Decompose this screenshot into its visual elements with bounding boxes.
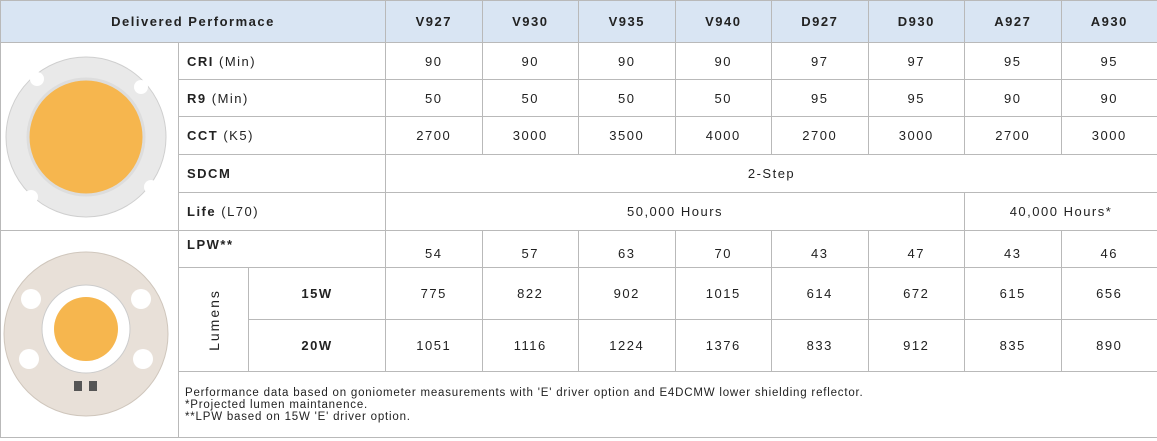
value-cell: 1116	[482, 320, 579, 372]
value-cell: 822	[482, 268, 579, 320]
value-cell: 615	[965, 268, 1062, 320]
value-cell: 46	[1061, 231, 1157, 268]
footnote: **LPW based on 15W 'E' driver option.	[185, 411, 1157, 423]
row-label: LPW**	[179, 231, 386, 268]
value-cell: 63	[579, 231, 676, 268]
value-cell: 890	[1061, 320, 1157, 372]
value-cell: 2700	[965, 117, 1062, 155]
value-cell: 833	[772, 320, 869, 372]
value-cell: 2700	[386, 117, 483, 155]
footnote: Performance data based on goniometer mea…	[185, 387, 1157, 399]
label-name: Life	[187, 204, 216, 219]
value-cell: 3500	[579, 117, 676, 155]
value-cell: 2700	[772, 117, 869, 155]
label-name: CRI	[187, 54, 214, 69]
value-cell: 3000	[868, 117, 965, 155]
value-cell: 835	[965, 320, 1062, 372]
column-header: V927	[386, 1, 483, 43]
value-cell: 90	[1061, 80, 1157, 117]
value-cell: 614	[772, 268, 869, 320]
led-image-top	[1, 47, 171, 227]
value-cell: 3000	[1061, 117, 1157, 155]
label-qualifier: (Min)	[219, 54, 256, 69]
row-label: CRI (Min)	[179, 43, 386, 80]
page: Delivered Performace V927V930V935V940D92…	[0, 0, 1157, 441]
wattage-label: 15W	[249, 268, 386, 320]
value-cell: 97	[868, 43, 965, 80]
label-name: LPW**	[187, 237, 234, 252]
value-cell: 1224	[579, 320, 676, 372]
row-label: Life (L70)	[179, 193, 386, 231]
value-cell: 95	[772, 80, 869, 117]
value-cell: 50	[579, 80, 676, 117]
value-cell: 912	[868, 320, 965, 372]
value-cell: 4000	[675, 117, 772, 155]
label-name: CCT	[187, 128, 218, 143]
value-cell: 90	[675, 43, 772, 80]
column-header: D930	[868, 1, 965, 43]
value-cell: 54	[386, 231, 483, 268]
value-cell: 95	[1061, 43, 1157, 80]
value-cell: 902	[579, 268, 676, 320]
column-header: V940	[675, 1, 772, 43]
value-cell: 95	[868, 80, 965, 117]
header-title: Delivered Performace	[1, 1, 386, 43]
value-cell: 57	[482, 231, 579, 268]
performance-table: Delivered Performace V927V930V935V940D92…	[0, 0, 1157, 438]
value-cell: 1015	[675, 268, 772, 320]
value-cell: 90	[965, 80, 1062, 117]
column-header: A927	[965, 1, 1062, 43]
value-cell: 50	[675, 80, 772, 117]
image-cell	[1, 231, 179, 438]
value-cell: 775	[386, 268, 483, 320]
value-cell: 1376	[675, 320, 772, 372]
led-image-bottom	[1, 239, 171, 429]
value-cell: 97	[772, 43, 869, 80]
column-header: A930	[1061, 1, 1157, 43]
label-name: SDCM	[187, 166, 231, 181]
image-cell	[1, 43, 179, 231]
value-cell: 3000	[482, 117, 579, 155]
value-cell: 95	[965, 43, 1062, 80]
value-cell: 50	[482, 80, 579, 117]
value-cell: 90	[386, 43, 483, 80]
wattage-label: 20W	[249, 320, 386, 372]
lumens-label: Lumens	[206, 289, 222, 351]
column-header: V935	[579, 1, 676, 43]
column-header: V930	[482, 1, 579, 43]
value-cell: 43	[965, 231, 1062, 268]
row-label: R9 (Min)	[179, 80, 386, 117]
value-cell: 50,000 Hours	[386, 193, 965, 231]
label-qualifier: (Min)	[212, 91, 249, 106]
value-cell: 2-Step	[386, 155, 1157, 193]
value-cell: 672	[868, 268, 965, 320]
footnote-cell: Performance data based on goniometer mea…	[179, 372, 1157, 438]
lumens-label-cell: Lumens	[179, 268, 249, 372]
value-cell: 70	[675, 231, 772, 268]
value-cell: 90	[482, 43, 579, 80]
label-name: R9	[187, 91, 207, 106]
footnote: *Projected lumen maintanence.	[185, 399, 1157, 411]
label-qualifier: (L70)	[221, 204, 259, 219]
column-header: D927	[772, 1, 869, 43]
value-cell: 90	[579, 43, 676, 80]
row-label: SDCM	[179, 155, 386, 193]
value-cell: 47	[868, 231, 965, 268]
value-cell: 50	[386, 80, 483, 117]
row-label: CCT (K5)	[179, 117, 386, 155]
value-cell: 1051	[386, 320, 483, 372]
value-cell: 656	[1061, 268, 1157, 320]
value-cell: 40,000 Hours*	[965, 193, 1157, 231]
label-qualifier: (K5)	[223, 128, 254, 143]
value-cell: 43	[772, 231, 869, 268]
